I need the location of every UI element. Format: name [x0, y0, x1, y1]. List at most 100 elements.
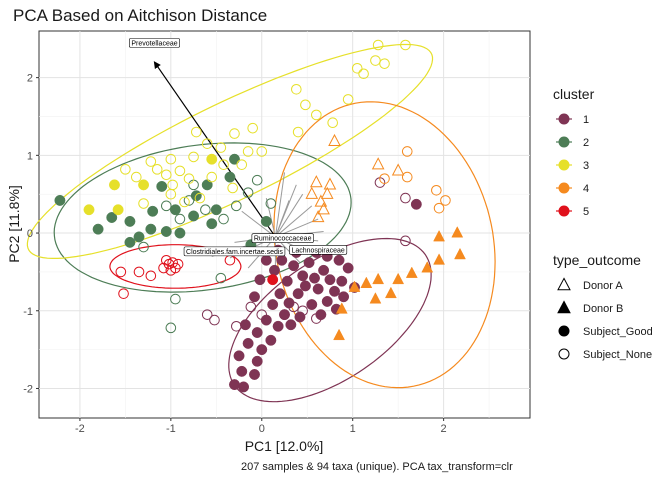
legend-type-item-donor-a: Donor A	[557, 277, 623, 292]
legend-cluster-item-3: 3	[556, 159, 589, 172]
loading-label-prevotellaceae: Prevotellaceae	[129, 38, 180, 48]
point-cluster-1	[251, 327, 263, 338]
point-cluster-3	[327, 117, 338, 128]
point-cluster-4	[335, 302, 348, 314]
point-cluster-3	[188, 151, 199, 163]
y-tick-label: -1	[23, 306, 33, 318]
point-cluster-5	[172, 258, 184, 270]
point-cluster-4	[440, 195, 451, 206]
point-cluster-3	[145, 156, 157, 167]
x-axis-label: PC1 [12.0%]	[245, 438, 324, 454]
point-cluster-1	[236, 365, 248, 377]
point-cluster-3	[138, 198, 149, 209]
point-cluster-1	[233, 350, 245, 362]
ellipse-cluster-4	[273, 101, 496, 389]
point-cluster-3	[218, 159, 229, 170]
point-cluster-4	[348, 280, 361, 292]
plot-panel: Prevotellaceae Ruminococcaceae Clostridial…	[26, 30, 531, 419]
point-cluster-3	[194, 192, 206, 204]
point-cluster-1	[239, 319, 251, 331]
legend-cluster: cluster 1 2 3 4 5	[553, 86, 595, 218]
legend-type-outcome: type_outcome Donor A Donor B Subject_Good S…	[553, 252, 653, 361]
point-cluster-2	[200, 204, 211, 216]
loading-arrow	[274, 200, 290, 238]
point-cluster-2	[210, 204, 222, 216]
point-cluster-1	[238, 381, 250, 393]
point-cluster-3	[311, 109, 322, 121]
point-cluster-4	[369, 292, 382, 304]
point-cluster-3	[215, 142, 227, 153]
legend-cluster-item-4: 4	[556, 182, 589, 195]
point-cluster-4	[309, 175, 323, 188]
point-cluster-1	[299, 280, 311, 292]
loading-arrow	[241, 210, 276, 238]
legend-cluster-item-2: 2	[556, 136, 589, 149]
x-tick-label: 1	[350, 423, 356, 435]
point-cluster-1	[294, 311, 306, 323]
point-cluster-1	[242, 337, 254, 349]
point-cluster-3	[256, 146, 268, 157]
x-axis-ticks: -2 -1 0 1 2	[75, 418, 447, 435]
point-cluster-2	[183, 195, 195, 206]
point-cluster-2	[251, 174, 263, 186]
point-cluster-1	[209, 314, 220, 326]
x-tick-label: 0	[259, 423, 265, 435]
point-cluster-4	[433, 230, 445, 242]
loading-labels: Prevotellaceae Ruminococcaceae Clostridial…	[129, 38, 348, 257]
point-cluster-3	[242, 146, 254, 157]
point-cluster-2	[229, 153, 240, 165]
point-cluster-1	[269, 264, 280, 276]
point-cluster-5	[118, 288, 129, 299]
point-cluster-3	[227, 182, 238, 194]
loading-arrow	[274, 172, 285, 238]
x-tick-label: -1	[166, 423, 176, 435]
point-cluster-1	[297, 305, 308, 317]
point-cluster-4	[433, 202, 445, 214]
point-cluster-3	[206, 153, 218, 165]
legend-cluster-label: 1	[583, 114, 589, 126]
loading-label-lachnospiraceae: Lachnospiraceae	[289, 245, 348, 255]
point-cluster-1	[318, 264, 330, 276]
loading-arrow	[265, 197, 276, 238]
point-cluster-4	[391, 163, 405, 176]
point-cluster-4	[451, 226, 464, 238]
point-cluster-1	[309, 272, 320, 284]
point-cluster-3	[130, 171, 142, 183]
point-cluster-2	[218, 213, 229, 225]
point-cluster-3	[236, 159, 248, 170]
point-cluster-4	[314, 194, 328, 207]
point-cluster-2	[160, 226, 172, 237]
data-points	[54, 39, 466, 393]
svg-text:Prevotellaceae: Prevotellaceae	[131, 40, 177, 47]
point-cluster-1	[297, 270, 309, 282]
point-cluster-1	[306, 299, 318, 310]
point-cluster-3	[206, 171, 218, 183]
point-cluster-2	[170, 293, 181, 305]
point-cluster-5	[165, 265, 177, 276]
point-cluster-2	[54, 194, 66, 206]
point-cluster-5	[158, 262, 169, 274]
legend-type-outcome-title: type_outcome	[553, 252, 641, 268]
ellipse-cluster-3	[26, 43, 434, 259]
point-cluster-3	[291, 83, 302, 95]
point-cluster-2	[156, 180, 168, 192]
point-cluster-5	[267, 274, 279, 286]
point-cluster-2	[124, 215, 136, 227]
legend-type-label: Subject_None	[583, 349, 652, 361]
point-cluster-3	[379, 58, 390, 69]
point-cluster-1	[400, 192, 411, 204]
point-cluster-2	[201, 179, 213, 191]
point-cluster-3	[151, 164, 163, 175]
loading-arrow	[275, 205, 313, 238]
point-cluster-3	[165, 153, 177, 165]
point-cluster-1	[288, 301, 299, 313]
point-cluster-3	[191, 126, 202, 138]
point-cluster-4	[433, 253, 445, 265]
point-cluster-1	[311, 313, 322, 324]
loading-arrow	[274, 193, 304, 238]
point-cluster-1	[336, 275, 348, 287]
point-cluster-2	[92, 223, 104, 235]
legend-cluster-label: 5	[583, 206, 589, 218]
loading-label-ruminococcaceae: Ruminococcaceae	[251, 233, 314, 243]
legend-type-label: Donor A	[583, 280, 623, 292]
